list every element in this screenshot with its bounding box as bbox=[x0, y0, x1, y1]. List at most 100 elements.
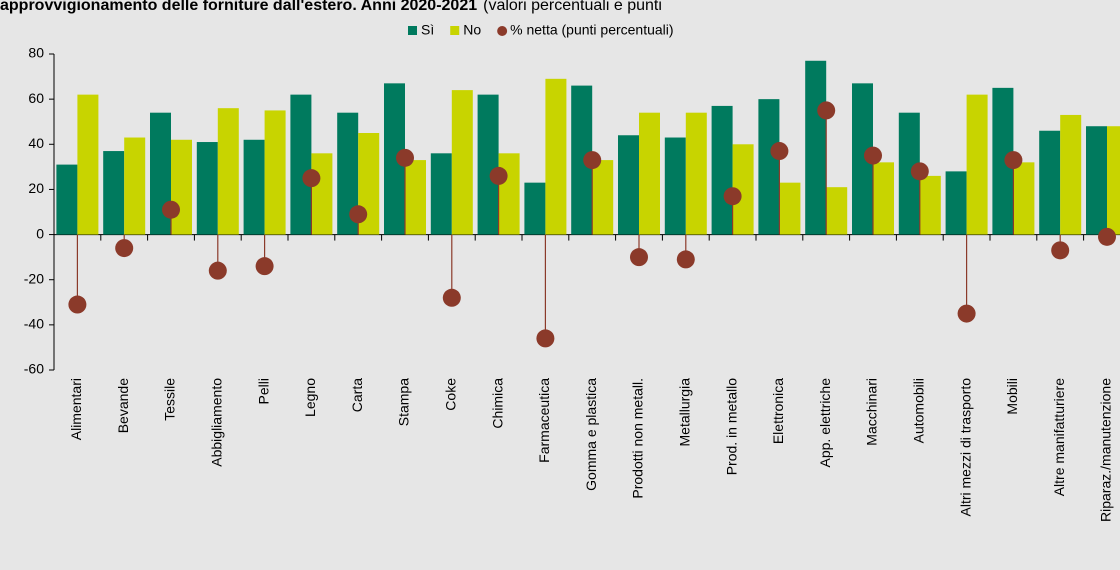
bar bbox=[337, 112, 359, 235]
bar bbox=[826, 187, 848, 235]
x-tick-label: Metallurgia bbox=[677, 378, 693, 447]
bar bbox=[873, 162, 894, 235]
x-tick-label: Mobili bbox=[1004, 378, 1020, 415]
x-tick-label: Abbigliamento bbox=[209, 378, 225, 467]
x-tick-label: Elettronica bbox=[770, 378, 786, 444]
x-tick-label: App. elettriche bbox=[817, 378, 833, 468]
legend: Sì No % netta (punti percentuali) bbox=[408, 22, 674, 38]
y-tick-label: 40 bbox=[28, 135, 44, 151]
bar bbox=[311, 153, 333, 235]
bar bbox=[243, 139, 265, 235]
lollipop-dot bbox=[817, 101, 836, 120]
bar bbox=[290, 94, 312, 235]
x-tick-label: Gomma e plastica bbox=[583, 378, 599, 491]
bar bbox=[1039, 130, 1061, 235]
chart-subtitle: (valori percentuali e punti bbox=[483, 0, 662, 14]
legend-swatch bbox=[450, 26, 460, 35]
chart-title-line: approvvigionamento delle forniture dall'… bbox=[0, 0, 662, 14]
x-tick-label: Automobili bbox=[911, 378, 927, 443]
bar bbox=[451, 90, 473, 235]
x-tick-label: Farmaceutica bbox=[536, 378, 552, 463]
lollipop-dot bbox=[255, 257, 274, 276]
x-tick-label: Altri mezzi di trasporto bbox=[957, 378, 973, 517]
bar bbox=[384, 83, 405, 235]
bar bbox=[1086, 126, 1107, 235]
bar bbox=[1107, 126, 1120, 235]
bar bbox=[498, 153, 520, 235]
bar bbox=[618, 135, 639, 235]
legend-label: % netta (punti percentuali) bbox=[510, 22, 673, 38]
lollipop-dot bbox=[302, 169, 321, 188]
lollipop-dot bbox=[957, 304, 976, 323]
lollipop-dot bbox=[162, 200, 180, 219]
lollipop-dot bbox=[770, 142, 789, 161]
x-tick-label: Stampa bbox=[396, 378, 412, 426]
bar bbox=[805, 60, 827, 235]
lollipop-dot bbox=[1004, 151, 1023, 170]
bar bbox=[171, 139, 192, 235]
bar bbox=[919, 175, 941, 235]
lollipop-dot bbox=[676, 250, 695, 269]
bar bbox=[264, 110, 286, 235]
x-tick-label: Tessile bbox=[162, 378, 178, 421]
lollipop-dot bbox=[864, 146, 882, 165]
bar bbox=[966, 94, 988, 235]
x-tick-label: Pelli bbox=[255, 378, 271, 404]
bar bbox=[77, 94, 99, 235]
lollipop-dot bbox=[910, 162, 929, 181]
x-tick-label: Prod. in metallo bbox=[723, 378, 739, 475]
lollipop-dot bbox=[1098, 227, 1116, 246]
lollipop-dot bbox=[68, 295, 87, 314]
bar bbox=[685, 112, 707, 235]
bar bbox=[545, 78, 567, 235]
bar bbox=[103, 151, 125, 235]
bar bbox=[477, 94, 499, 235]
x-tick-label: Alimentari bbox=[68, 378, 84, 440]
x-tick-label: Coke bbox=[443, 378, 459, 411]
y-tick-label: -40 bbox=[24, 316, 44, 332]
bar bbox=[1013, 162, 1035, 235]
lollipop-dot bbox=[396, 148, 414, 167]
bar bbox=[992, 87, 1014, 235]
chart-title: approvvigionamento delle forniture dall'… bbox=[0, 0, 477, 14]
bar bbox=[732, 144, 754, 235]
legend-label: No bbox=[463, 22, 481, 38]
lollipop-dot bbox=[349, 205, 368, 224]
bar bbox=[779, 182, 801, 235]
bar bbox=[945, 171, 967, 235]
x-tick-label: Legno bbox=[302, 378, 318, 417]
lollipop-dot bbox=[208, 261, 227, 280]
y-tick-label: -20 bbox=[24, 270, 44, 286]
bar bbox=[592, 160, 614, 235]
bar bbox=[711, 105, 733, 235]
bar bbox=[664, 137, 686, 235]
legend-swatch bbox=[408, 26, 417, 35]
lollipop-dot bbox=[536, 329, 555, 348]
y-tick-label: 80 bbox=[28, 45, 44, 61]
bar bbox=[430, 153, 452, 235]
lollipop-dot bbox=[489, 166, 508, 185]
legend-label: Sì bbox=[421, 22, 434, 38]
lollipop-dot bbox=[583, 151, 602, 170]
bar bbox=[852, 83, 873, 235]
x-tick-label: Prodotti non metall. bbox=[630, 378, 646, 499]
y-tick-label: 0 bbox=[36, 225, 44, 241]
bar bbox=[405, 160, 426, 235]
bar bbox=[639, 112, 660, 235]
lollipop-dot bbox=[1051, 241, 1070, 260]
y-tick-label: 60 bbox=[28, 90, 44, 106]
bar bbox=[898, 112, 920, 235]
bar bbox=[124, 137, 146, 235]
x-tick-label: Carta bbox=[349, 378, 365, 412]
bar bbox=[524, 182, 546, 235]
x-tick-label: Altre manifatturiere bbox=[1051, 378, 1067, 496]
x-tick-label: Bevande bbox=[115, 378, 131, 433]
bar bbox=[217, 108, 239, 235]
x-tick-label: Riparaz./manutenzione bbox=[1098, 378, 1114, 522]
legend-swatch bbox=[497, 26, 508, 36]
bar bbox=[1060, 114, 1082, 235]
x-tick-label: Macchinari bbox=[864, 378, 880, 446]
lollipop-dot bbox=[723, 187, 742, 206]
bar bbox=[571, 85, 593, 235]
